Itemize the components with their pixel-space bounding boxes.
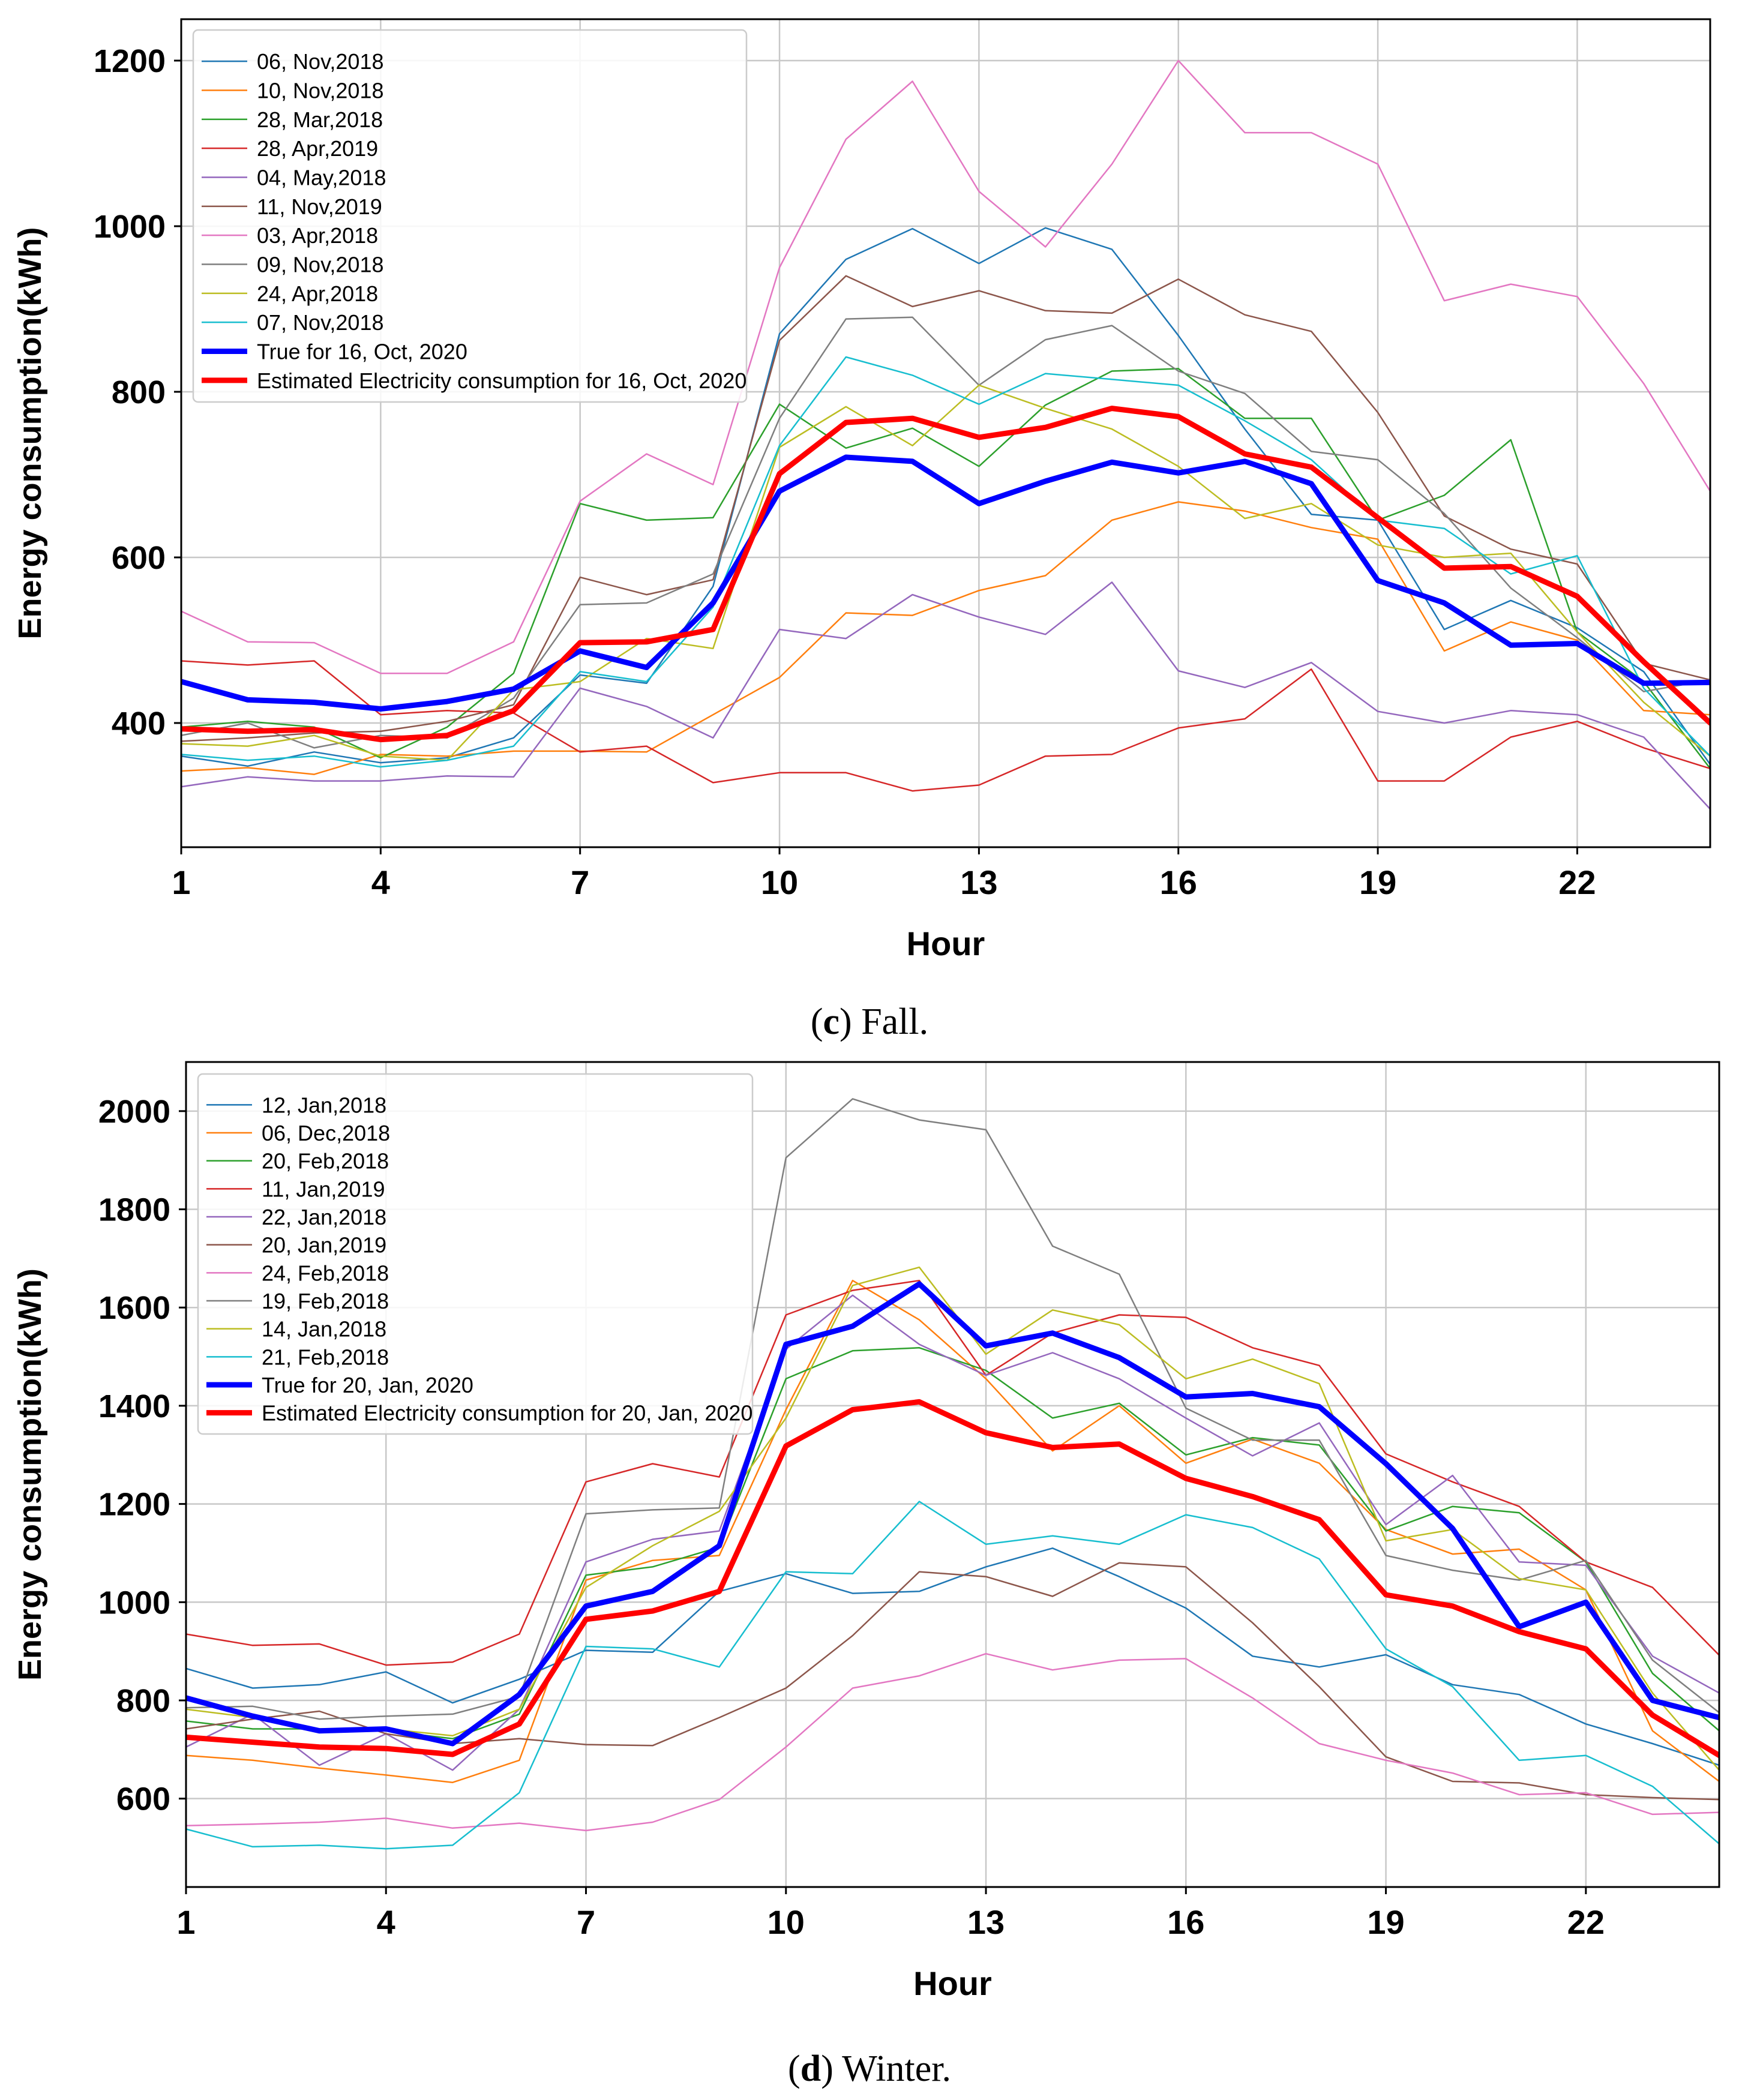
- series-line-7: [181, 59, 1710, 674]
- series-group: [186, 1098, 1719, 1850]
- x-tick-label: 7: [577, 1903, 595, 1941]
- y-tick-label: 600: [116, 1781, 170, 1817]
- series-line-6: [181, 275, 1710, 742]
- legend-label: 28, Mar,2018: [257, 107, 383, 132]
- legend-label: 20, Jan,2019: [262, 1233, 386, 1258]
- legend-label: 10, Nov,2018: [257, 79, 383, 103]
- legend-label: 14, Jan,2018: [262, 1317, 386, 1342]
- series-line-12: [181, 406, 1710, 743]
- legend-label: 03, Apr,2018: [257, 223, 378, 248]
- caption-winter: (d) Winter.: [788, 2048, 951, 2089]
- y-axis-label: Energy consumption(kWh): [12, 1268, 48, 1681]
- legend-label: 09, Nov,2018: [257, 253, 383, 277]
- series-line-10: [186, 1501, 1719, 1850]
- y-tick-label: 1200: [98, 1487, 170, 1523]
- legend-label: True for 20, Jan, 2020: [262, 1373, 473, 1397]
- y-tick-label: 1600: [98, 1290, 170, 1326]
- series-line-12: [186, 1399, 1719, 1759]
- y-axis-label: Energy consumption(kWh): [12, 227, 48, 640]
- series-group: [181, 59, 1710, 810]
- plot-frame: [185, 1061, 1720, 1888]
- legend-box: [197, 1073, 754, 1435]
- y-tick-label: 1000: [98, 1585, 170, 1621]
- x-tick-label: 22: [1567, 1903, 1605, 1941]
- legend-label: 11, Jan,2019: [262, 1177, 385, 1201]
- legend-label: 24, Apr,2018: [257, 281, 378, 306]
- legend-label: 21, Feb,2018: [262, 1345, 389, 1369]
- y-tick-label: 1200: [94, 43, 166, 79]
- y-tick-label: 800: [116, 1683, 170, 1719]
- legend-label: 12, Jan,2018: [262, 1093, 386, 1117]
- series-line-9: [186, 1266, 1719, 1771]
- caption-fall: (c) Fall.: [811, 1001, 928, 1042]
- x-tick-label: 13: [960, 863, 997, 901]
- x-tick-label: 19: [1359, 863, 1396, 901]
- legend-label: 06, Dec,2018: [262, 1121, 390, 1145]
- x-tick-label: 22: [1558, 863, 1596, 901]
- series-line-9: [181, 384, 1710, 761]
- y-tick-label: 1400: [98, 1388, 170, 1424]
- legend-box: [192, 29, 748, 403]
- legend-label: 28, Apr,2019: [257, 136, 378, 161]
- series-line-2: [186, 1279, 1719, 1783]
- chart-panel-winter: 1 4 7 10 13 16 19 22 600 800 1000 1200 1400 1600 1800 2…: [12, 1061, 1720, 2002]
- legend: 06, Nov,2018 10, Nov,2018 28, Mar,2018 28, …: [192, 29, 748, 403]
- x-tick-label: 10: [767, 1903, 805, 1941]
- legend-label: 04, May,2018: [257, 166, 386, 190]
- series-line-3: [181, 368, 1710, 770]
- x-tick-label: 16: [1167, 1903, 1204, 1941]
- series-line-10: [181, 356, 1710, 768]
- x-tick-label: 4: [377, 1903, 395, 1941]
- legend-label: Estimated Electricity consumption for 20…: [262, 1401, 752, 1426]
- x-tick-label: 7: [571, 863, 589, 901]
- x-tick-label: 1: [172, 863, 190, 901]
- x-axis-label: Hour: [913, 1964, 992, 2002]
- y-tick-label: 2000: [98, 1094, 170, 1130]
- legend-label: 19, Feb,2018: [262, 1289, 389, 1313]
- y-tick-label: 1800: [98, 1192, 170, 1228]
- y-tick-label: 800: [112, 374, 166, 410]
- x-tick-label: 19: [1367, 1903, 1404, 1941]
- legend-label: 22, Jan,2018: [262, 1205, 386, 1229]
- x-tick-label: 13: [967, 1903, 1005, 1941]
- series-line-1: [181, 227, 1710, 767]
- series-line-2: [181, 501, 1710, 775]
- y-tick-label: 600: [112, 540, 166, 576]
- x-tick-label: 10: [761, 863, 798, 901]
- plot-frame: [180, 18, 1711, 848]
- series-line-4: [181, 660, 1710, 792]
- legend-label: 07, Nov,2018: [257, 310, 383, 335]
- series-line-11: [181, 454, 1710, 712]
- x-tick-label: 16: [1160, 863, 1197, 901]
- legend-label: 24, Feb,2018: [262, 1261, 389, 1285]
- legend-label: 11, Nov,2019: [257, 194, 382, 219]
- x-axis-label: Hour: [907, 925, 985, 962]
- series-line-8: [186, 1098, 1719, 1720]
- legend: 12, Jan,2018 06, Dec,2018 20, Feb,2018 11, …: [197, 1073, 754, 1435]
- y-tick-label: 400: [112, 706, 166, 742]
- legend-label: True for 16, Oct, 2020: [257, 340, 467, 364]
- legend-label: 06, Nov,2018: [257, 49, 383, 74]
- x-tick-label: 4: [371, 863, 390, 901]
- series-line-5: [186, 1294, 1719, 1771]
- legend-label: 20, Feb,2018: [262, 1149, 389, 1174]
- chart-panel-fall: 1 4 7 10 13 16 19 22 400 600 800 1000 1200 Hour Energy…: [12, 18, 1711, 962]
- series-line-4: [186, 1279, 1719, 1666]
- series-line-5: [181, 581, 1710, 810]
- y-tick-label: 1000: [94, 209, 166, 245]
- x-tick-label: 1: [176, 1903, 195, 1941]
- series-line-1: [186, 1547, 1719, 1766]
- legend-label: Estimated Electricity consumption for 16…: [257, 368, 746, 393]
- series-line-11: [186, 1281, 1719, 1747]
- series-line-7: [186, 1652, 1719, 1832]
